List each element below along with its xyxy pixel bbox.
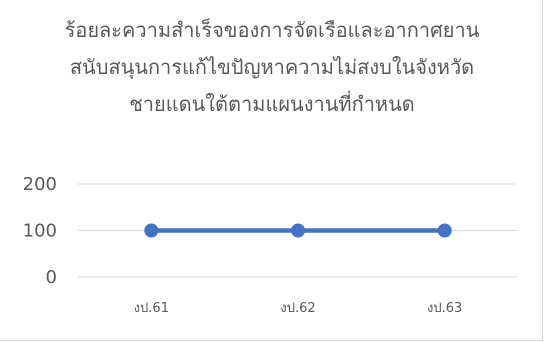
chart-title-line-3: ชายแดนใต้ตามแผนงานที่กำหนด (129, 92, 415, 116)
y-tick-label-100: 100 (23, 221, 57, 242)
y-tick-label-200: 200 (23, 174, 57, 195)
x-tick-label-3: งป.63 (427, 301, 462, 316)
data-point-3 (437, 223, 452, 238)
chart-title-line-1: ร้อยละความสำเร็จของการจัดเรือและอากาศยาน (64, 18, 480, 42)
chart-title-line-2: สนับสนุนการแก้ไขปัญหาความไม่สงบในจังหวัด (69, 55, 475, 79)
chart-title: ร้อยละความสำเร็จของการจัดเรือและอากาศยาน… (0, 12, 544, 123)
y-tick-label-0: 0 (46, 267, 57, 288)
data-point-2 (291, 223, 305, 238)
data-point-1 (144, 223, 159, 238)
x-tick-label-1: งป.61 (134, 301, 169, 316)
x-tick-label-2: งป.62 (280, 301, 315, 316)
